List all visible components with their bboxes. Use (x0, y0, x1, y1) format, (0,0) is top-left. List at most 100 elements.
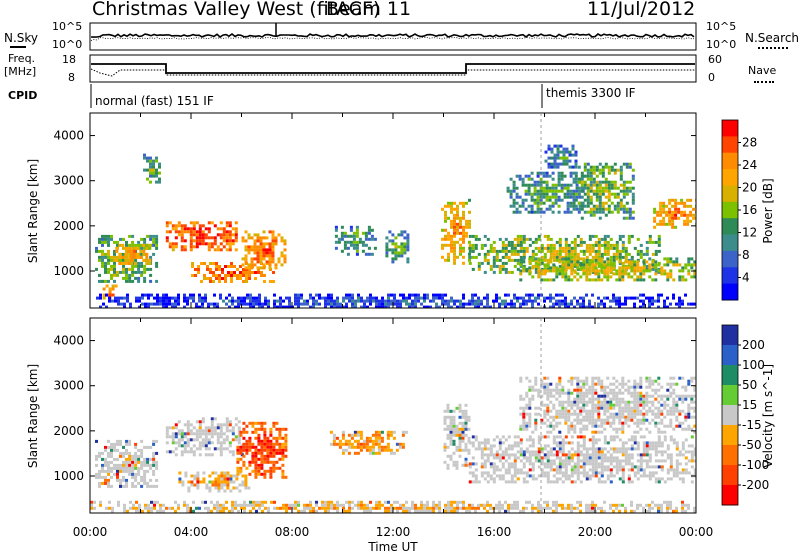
power-cell (528, 272, 532, 276)
velocity-cell (131, 475, 135, 479)
power-cell (601, 201, 605, 205)
velocity-cell (660, 453, 664, 457)
power-cell (213, 248, 217, 252)
power-cell (589, 183, 593, 187)
power-cell (346, 252, 350, 256)
cpid-mode-normal: normal (fast) 151 IF (95, 94, 214, 108)
velocity-cell (690, 456, 694, 460)
velocity-cell (651, 388, 655, 392)
power-cell (527, 183, 531, 187)
velocity-cell (341, 442, 345, 446)
power-cell (639, 293, 642, 297)
velocity-cell (504, 480, 508, 484)
velocity-cell (122, 445, 125, 449)
velocity-cell (492, 468, 496, 472)
velocity-cell (633, 379, 637, 383)
velocity-cell (594, 465, 598, 469)
velocity-cell (597, 415, 601, 419)
velocity-cell (165, 429, 169, 433)
velocity-cell (239, 466, 243, 470)
velocity-cell (149, 445, 153, 449)
power-cell (657, 237, 661, 241)
velocity-cell (597, 456, 601, 460)
velocity-cell (657, 406, 661, 410)
velocity-cell (570, 400, 574, 404)
velocity-cell (236, 469, 240, 473)
velocity-cell (642, 468, 646, 472)
velocity-cell (198, 423, 202, 427)
power-cell (483, 258, 487, 262)
power-cell (598, 186, 602, 190)
velocity-cell (98, 484, 101, 488)
power-cell (165, 302, 168, 306)
power-cell (447, 216, 450, 220)
velocity-cell (213, 503, 216, 507)
power-cell (262, 242, 266, 246)
power-cell (554, 198, 558, 202)
power-cell (657, 299, 660, 303)
power-cell (551, 210, 555, 214)
power-cell (616, 192, 620, 196)
velocity-cell (483, 462, 487, 466)
velocity-cell (229, 474, 233, 478)
power-cell (612, 263, 616, 267)
power-cell (468, 219, 471, 223)
velocity-cell (570, 403, 574, 407)
velocity-cell (455, 448, 459, 452)
velocity-cell (570, 424, 574, 428)
velocity-cell (570, 441, 574, 445)
power-cell (444, 210, 447, 214)
power-cell (618, 266, 622, 270)
velocity-cell (213, 432, 217, 436)
power-cell (561, 257, 565, 261)
power-cell (450, 204, 453, 208)
velocity-cell (633, 415, 637, 419)
power-cell (366, 299, 369, 303)
power-cell (592, 207, 596, 211)
power-cell (441, 296, 444, 300)
power-cell (231, 239, 235, 243)
power-cell (276, 305, 279, 308)
velocity-cell (198, 441, 202, 445)
velocity-cell (597, 424, 601, 428)
velocity-cell (480, 456, 484, 460)
power-cell (345, 305, 348, 308)
power-cell (355, 246, 359, 250)
power-cell (522, 249, 526, 253)
power-cell (216, 305, 219, 308)
velocity-cell (359, 433, 363, 437)
velocity-cell (332, 433, 336, 437)
power-cell (687, 272, 691, 276)
velocity-cell (618, 400, 622, 404)
velocity-cell (223, 477, 227, 481)
power-cell (127, 258, 131, 262)
power-cell (663, 272, 667, 276)
power-cell (231, 302, 234, 306)
power-cell (390, 302, 393, 306)
power-cell (592, 177, 596, 181)
power-cell (645, 264, 649, 268)
velocity-cell (116, 469, 119, 473)
power-cell (268, 230, 272, 234)
velocity-cell (492, 477, 496, 481)
power-cell (579, 302, 582, 306)
power-cell (548, 186, 552, 190)
velocity-cell (131, 454, 135, 458)
velocity-cell (146, 481, 150, 485)
power-cell (507, 270, 511, 274)
power-cell (126, 293, 129, 297)
velocity-cell (552, 441, 556, 445)
velocity-cell (570, 471, 574, 475)
power-cell (495, 296, 498, 300)
power-cell (153, 302, 156, 306)
velocity-cell (464, 457, 468, 461)
power-cell (543, 258, 547, 262)
velocity-cell (675, 406, 679, 410)
power-cell (572, 195, 576, 199)
power-cell (247, 236, 251, 240)
power-cell (108, 296, 111, 300)
power-cell (619, 201, 623, 205)
velocity-cell (642, 471, 646, 475)
power-cell (492, 299, 495, 303)
velocity-cell (347, 439, 351, 443)
